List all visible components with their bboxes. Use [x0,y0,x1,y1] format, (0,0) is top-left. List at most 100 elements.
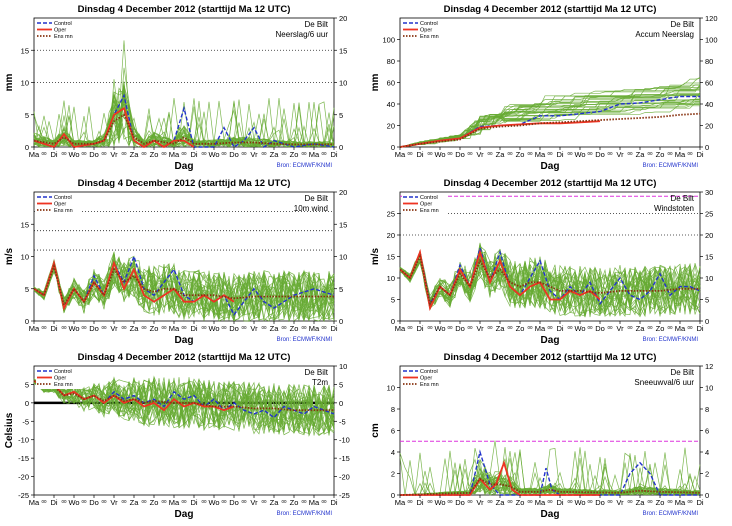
x-tick-label: Di [416,324,423,333]
legend-label: Oper [420,28,432,34]
x-axis-label: Dag [541,335,560,346]
ensemble-member-line [33,265,335,318]
y-tick-label-left: 10 [387,274,395,283]
chart-panel-accum: Dinsdag 4 December 2012 (starttijd Ma 12… [366,0,732,173]
legend-label: Ens mn [54,208,73,214]
x-tick-label: Di [190,150,197,159]
x-tick-label: Zo [516,498,525,507]
x-hour-label: 00 [487,151,493,156]
x-tick-label: Do [229,150,239,159]
x-tick-label: Vr [110,150,118,159]
ensemble-members [399,242,701,318]
x-tick-label: Di [330,498,337,507]
x-axis-label: Dag [541,161,560,172]
location-label: De Bilt [304,368,328,377]
x-hour-label: 00 [667,151,673,156]
x-tick-label: Zo [656,498,665,507]
y-tick-label-left: 15 [21,220,29,229]
x-tick-label: Vr [476,150,484,159]
y-tick-label-left: 4 [391,448,395,457]
series-oper [400,459,600,496]
x-tick-label: Ma [309,150,320,159]
ensemble-member-line [33,85,335,148]
location-label: De Bilt [670,20,694,29]
legend-label: Control [54,195,72,201]
x-tick-label: Di [556,324,563,333]
x-hour-label: 00 [487,499,493,504]
ensemble-member-line [33,254,335,320]
y-tick-label-left: 6 [391,427,395,436]
legend-label: Ens mn [54,382,73,388]
x-hour-label: 00 [427,325,433,330]
series-ens-mn [399,112,701,148]
x-tick-label: Di [50,324,57,333]
x-hour-label: 00 [161,151,167,156]
series-oper [33,259,235,311]
y-tick-label-left: 20 [387,231,395,240]
x-hour-label: 00 [467,499,473,504]
x-tick-label: Ma [29,324,40,333]
y-tick-label-left: 5 [391,296,395,305]
y-tick-label-left: -5 [22,417,29,426]
x-tick-label: Za [130,150,140,159]
x-hour-label: 00 [507,325,513,330]
ensemble-member-line [399,248,701,316]
ensemble-member-line [400,472,701,496]
y-tick-label-right: 6 [705,427,709,436]
x-hour-label: 00 [567,325,573,330]
x-tick-label: Wo [68,324,79,333]
x-tick-label: Di [696,498,703,507]
y-tick-label-left: -15 [18,454,29,463]
x-tick-label: Za [130,324,140,333]
y-tick-label-left: 0 [25,399,29,408]
x-tick-label: Do [229,324,239,333]
x-hour-label: 00 [447,151,453,156]
legend-label: Oper [420,376,432,382]
source-label: Bron: ECMWF/KNMI [643,163,699,169]
legend-label: Control [420,21,438,27]
y-tick-label-right: 0 [339,399,343,408]
y-tick-label-right: 10 [339,79,347,88]
x-tick-label: Do [455,150,465,159]
x-hour-label: 00 [427,151,433,156]
x-tick-label: Vr [250,324,258,333]
x-axis-label: Dag [175,335,194,346]
x-hour-label: 00 [141,325,147,330]
x-hour-label: 00 [241,499,247,504]
x-tick-label: Zo [150,324,159,333]
ensemble-members [33,250,335,323]
y-tick-label-left: -25 [18,491,29,500]
legend-label: Ens mn [420,382,439,388]
x-hour-label: 00 [261,325,267,330]
x-hour-label: 00 [627,499,633,504]
y-tick-label-right: 15 [705,253,713,262]
x-hour-label: 00 [61,499,67,504]
x-hour-label: 00 [447,325,453,330]
x-tick-label: Di [556,498,563,507]
x-tick-label: Zo [656,324,665,333]
x-tick-label: Ma [169,150,180,159]
y-tick-label-right: 2 [705,470,709,479]
chart-title: Dinsdag 4 December 2012 (starttijd Ma 12… [444,4,657,15]
y-tick-label-right: 10 [705,274,713,283]
x-hour-label: 00 [407,499,413,504]
x-hour-label: 00 [81,151,87,156]
y-tick-label-left: 60 [387,79,395,88]
x-tick-label: Do [229,498,239,507]
y-tick-label-right: 0 [705,317,709,326]
series-control [400,449,700,496]
x-tick-label: Za [496,498,506,507]
y-tick-label-right: 0 [705,143,709,152]
y-tick-label-right: 5 [705,296,709,305]
panel-subtitle: T2m [312,378,328,387]
x-hour-label: 00 [427,499,433,504]
panel-subtitle: Sneeuwval/6 uur [634,378,694,387]
x-tick-label: Do [595,150,605,159]
x-tick-label: Wo [208,498,219,507]
x-hour-label: 00 [627,151,633,156]
x-hour-label: 00 [41,325,47,330]
x-hour-label: 00 [467,151,473,156]
chart-panel-t2m: Dinsdag 4 December 2012 (starttijd Ma 12… [0,348,366,521]
x-hour-label: 00 [507,499,513,504]
